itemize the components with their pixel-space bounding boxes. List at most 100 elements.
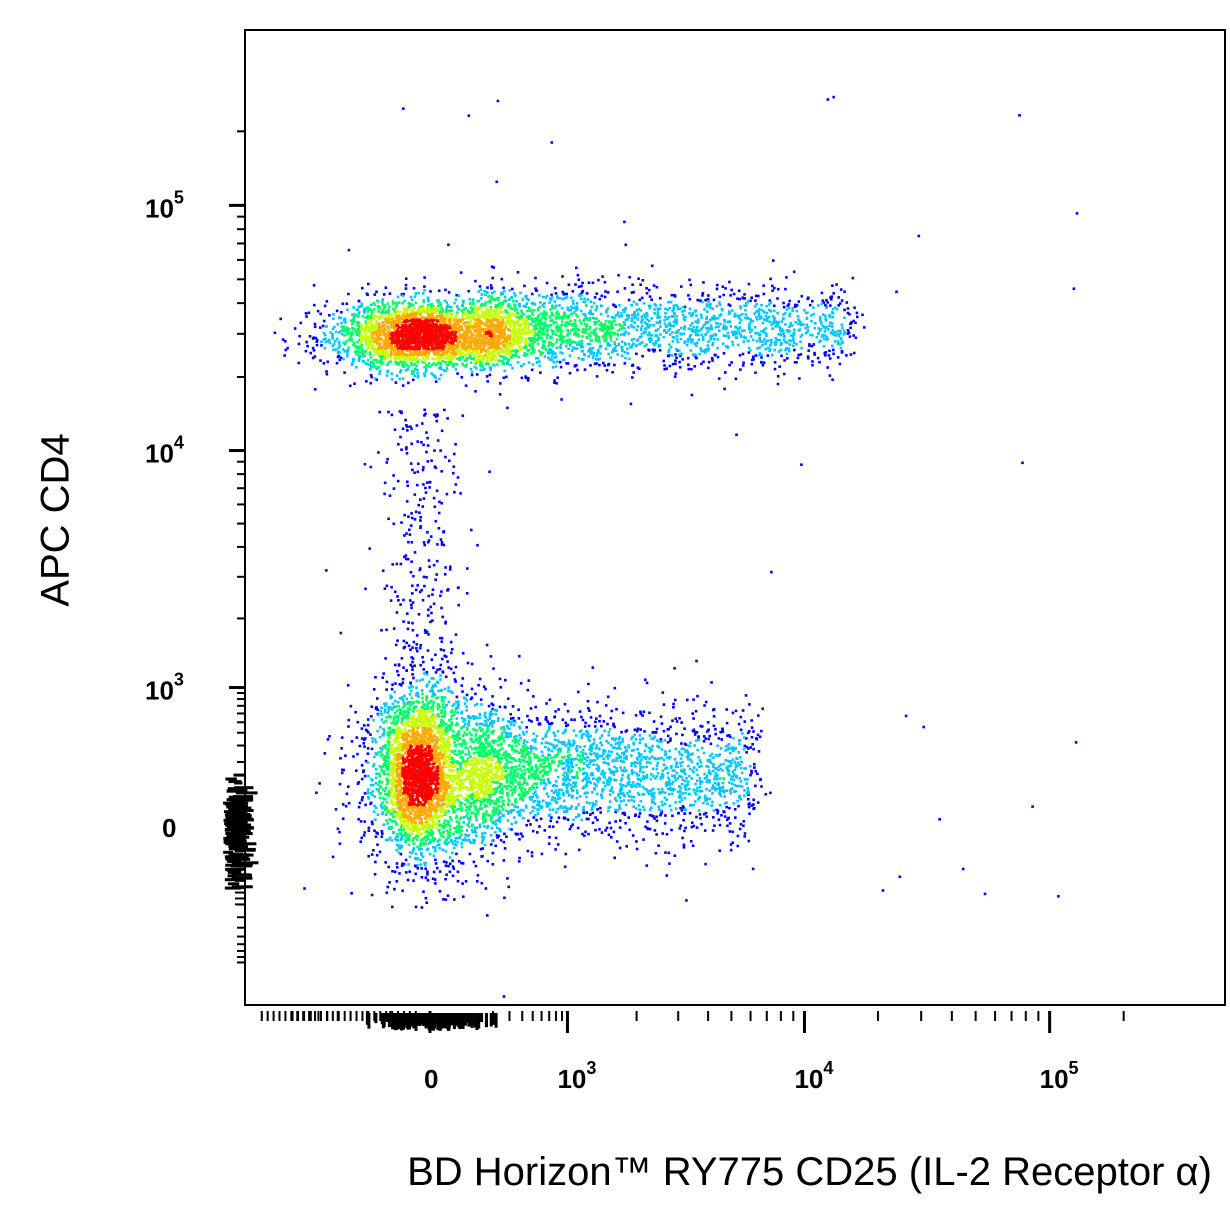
data-point bbox=[560, 762, 564, 765]
data-point bbox=[502, 737, 505, 740]
data-point bbox=[497, 738, 501, 742]
data-point bbox=[647, 792, 651, 796]
data-point bbox=[546, 801, 550, 805]
data-point bbox=[759, 315, 763, 319]
data-point bbox=[623, 308, 627, 311]
data-point bbox=[620, 785, 623, 789]
data-point bbox=[694, 309, 697, 312]
data-point bbox=[720, 738, 724, 741]
data-point bbox=[856, 315, 859, 319]
data-point bbox=[484, 362, 488, 366]
data-point bbox=[529, 823, 532, 826]
data-point bbox=[643, 808, 646, 812]
data-point bbox=[697, 738, 701, 742]
data-point bbox=[676, 349, 680, 352]
data-point bbox=[380, 802, 384, 805]
data-point bbox=[609, 770, 612, 773]
data-point bbox=[667, 329, 670, 332]
data-point bbox=[460, 684, 464, 687]
data-point bbox=[519, 727, 522, 730]
data-point bbox=[479, 288, 483, 291]
data-point bbox=[818, 318, 822, 322]
data-point bbox=[594, 730, 598, 734]
data-point bbox=[516, 271, 520, 274]
data-point bbox=[474, 279, 477, 283]
data-point bbox=[584, 752, 588, 756]
data-point bbox=[630, 737, 633, 741]
data-point bbox=[550, 789, 554, 793]
data-point bbox=[833, 340, 837, 343]
data-point bbox=[496, 826, 499, 829]
data-point bbox=[690, 314, 693, 318]
data-point bbox=[681, 761, 684, 764]
data-point bbox=[631, 283, 634, 286]
data-point bbox=[626, 352, 630, 355]
data-point bbox=[776, 322, 779, 326]
data-point bbox=[596, 818, 599, 822]
data-point bbox=[845, 301, 849, 304]
data-point bbox=[752, 807, 755, 811]
data-point bbox=[797, 300, 801, 303]
data-point bbox=[521, 748, 524, 752]
data-point bbox=[592, 738, 596, 741]
data-point bbox=[551, 366, 555, 369]
data-point bbox=[372, 362, 375, 365]
data-point bbox=[404, 838, 407, 842]
data-point bbox=[528, 758, 532, 761]
data-point bbox=[724, 745, 728, 748]
data-point bbox=[773, 304, 776, 308]
data-point bbox=[423, 414, 426, 417]
data-point bbox=[433, 693, 437, 696]
data-point bbox=[410, 427, 413, 431]
data-point bbox=[786, 304, 790, 308]
data-point bbox=[567, 741, 571, 744]
data-point bbox=[398, 847, 401, 850]
data-point bbox=[577, 767, 581, 770]
data-point bbox=[491, 812, 495, 815]
data-point bbox=[610, 737, 614, 741]
data-point bbox=[498, 828, 501, 831]
data-point bbox=[449, 690, 453, 693]
data-point bbox=[648, 789, 652, 792]
data-point bbox=[404, 287, 408, 290]
data-point bbox=[822, 301, 825, 304]
data-point bbox=[421, 468, 425, 472]
data-point bbox=[507, 732, 511, 735]
data-point bbox=[769, 338, 773, 342]
data-point bbox=[460, 376, 464, 379]
data-point bbox=[557, 708, 560, 711]
data-point bbox=[659, 775, 663, 779]
data-point bbox=[727, 335, 730, 338]
data-point bbox=[727, 312, 731, 316]
data-point bbox=[712, 756, 715, 759]
data-point bbox=[419, 863, 423, 866]
data-point bbox=[468, 839, 471, 843]
data-point bbox=[754, 371, 757, 374]
data-point bbox=[574, 309, 578, 312]
data-point bbox=[666, 756, 669, 759]
data-point bbox=[840, 351, 844, 354]
data-point bbox=[675, 303, 678, 307]
data-point bbox=[511, 793, 514, 797]
data-point bbox=[742, 820, 746, 823]
data-point bbox=[427, 539, 431, 542]
data-point bbox=[602, 361, 605, 365]
data-point bbox=[665, 367, 668, 370]
data-point bbox=[488, 373, 492, 377]
data-point bbox=[774, 336, 777, 340]
data-point bbox=[503, 289, 506, 293]
data-point bbox=[519, 808, 523, 812]
data-point bbox=[695, 815, 698, 819]
data-point bbox=[500, 727, 503, 730]
data-point bbox=[387, 706, 390, 709]
data-point bbox=[500, 277, 504, 281]
data-point bbox=[708, 779, 711, 782]
data-point bbox=[728, 320, 731, 323]
data-point bbox=[726, 759, 729, 763]
data-point bbox=[472, 860, 476, 864]
data-point bbox=[773, 309, 776, 313]
data-point bbox=[439, 303, 443, 307]
data-point bbox=[852, 334, 855, 337]
data-point bbox=[669, 725, 672, 729]
data-point bbox=[387, 708, 391, 712]
